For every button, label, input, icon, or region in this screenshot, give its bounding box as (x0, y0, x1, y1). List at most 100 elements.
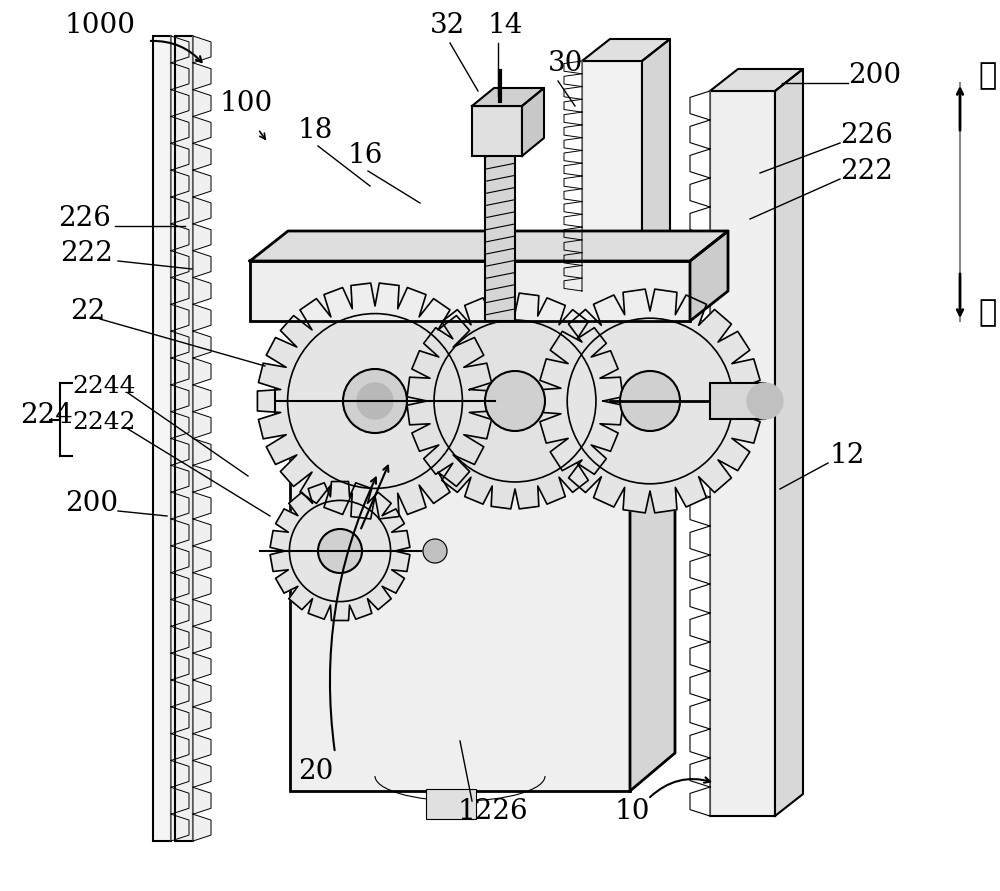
Polygon shape (564, 240, 582, 253)
Polygon shape (539, 289, 761, 513)
Polygon shape (690, 758, 710, 787)
Circle shape (289, 501, 391, 601)
Polygon shape (193, 626, 211, 653)
Circle shape (357, 383, 393, 419)
Circle shape (620, 371, 680, 431)
Polygon shape (564, 112, 582, 125)
Circle shape (343, 369, 407, 433)
Bar (426, 789, 476, 819)
Text: 2242: 2242 (72, 411, 136, 434)
Text: 222: 222 (840, 158, 893, 185)
Text: 下: 下 (978, 298, 996, 328)
Polygon shape (775, 69, 803, 816)
Polygon shape (564, 86, 582, 99)
Polygon shape (690, 584, 710, 613)
Polygon shape (193, 385, 211, 412)
Text: 226: 226 (840, 122, 893, 149)
Polygon shape (564, 266, 582, 278)
Polygon shape (171, 305, 189, 331)
Polygon shape (564, 99, 582, 112)
Polygon shape (171, 761, 189, 788)
Text: 200: 200 (65, 490, 118, 517)
Bar (485, 151, 515, 321)
Polygon shape (193, 707, 211, 733)
Circle shape (318, 529, 362, 573)
Polygon shape (193, 412, 211, 438)
Polygon shape (171, 653, 189, 680)
Polygon shape (690, 91, 710, 120)
Text: 20: 20 (298, 758, 333, 785)
Polygon shape (690, 207, 710, 236)
Polygon shape (171, 492, 189, 519)
Polygon shape (690, 178, 710, 207)
Bar (175, 36, 193, 841)
Polygon shape (193, 250, 211, 277)
Polygon shape (171, 680, 189, 707)
Polygon shape (193, 117, 211, 143)
Polygon shape (193, 331, 211, 358)
Polygon shape (270, 481, 410, 620)
Circle shape (423, 539, 447, 563)
Polygon shape (690, 729, 710, 758)
Polygon shape (193, 170, 211, 197)
Polygon shape (690, 497, 710, 526)
Polygon shape (193, 519, 211, 546)
Bar (710, 383, 765, 419)
Polygon shape (171, 573, 189, 600)
Polygon shape (171, 331, 189, 358)
Polygon shape (193, 733, 211, 761)
Polygon shape (171, 707, 189, 733)
Polygon shape (564, 125, 582, 138)
Polygon shape (564, 151, 582, 163)
Polygon shape (193, 224, 211, 250)
Polygon shape (193, 90, 211, 117)
Polygon shape (564, 227, 582, 240)
Polygon shape (171, 250, 189, 277)
Polygon shape (171, 626, 189, 653)
Polygon shape (690, 526, 710, 555)
Polygon shape (171, 197, 189, 224)
Polygon shape (171, 36, 189, 63)
Polygon shape (690, 381, 710, 410)
Polygon shape (690, 700, 710, 729)
Polygon shape (690, 787, 710, 816)
Polygon shape (690, 352, 710, 381)
Polygon shape (171, 788, 189, 814)
Polygon shape (171, 170, 189, 197)
Polygon shape (710, 69, 803, 91)
Polygon shape (193, 788, 211, 814)
Polygon shape (290, 353, 675, 391)
Polygon shape (171, 143, 189, 170)
Text: 226: 226 (58, 205, 111, 232)
Polygon shape (564, 201, 582, 215)
Circle shape (747, 383, 783, 419)
Polygon shape (193, 492, 211, 519)
Polygon shape (690, 613, 710, 642)
Text: 222: 222 (60, 240, 113, 267)
Polygon shape (690, 120, 710, 149)
Text: 12: 12 (830, 442, 865, 469)
Polygon shape (564, 215, 582, 227)
Polygon shape (690, 323, 710, 352)
Polygon shape (193, 143, 211, 170)
Polygon shape (193, 197, 211, 224)
Polygon shape (171, 519, 189, 546)
Polygon shape (630, 353, 675, 791)
Polygon shape (522, 88, 544, 156)
Polygon shape (171, 546, 189, 573)
Polygon shape (193, 653, 211, 680)
Circle shape (567, 318, 733, 484)
Polygon shape (171, 358, 189, 385)
Bar (250, 261, 690, 321)
Polygon shape (564, 74, 582, 86)
Circle shape (485, 371, 545, 431)
Polygon shape (171, 412, 189, 438)
Polygon shape (690, 410, 710, 439)
Polygon shape (582, 39, 670, 61)
Polygon shape (690, 468, 710, 497)
Polygon shape (564, 189, 582, 201)
Text: 100: 100 (220, 90, 273, 117)
Polygon shape (642, 39, 670, 291)
Polygon shape (193, 465, 211, 492)
Polygon shape (690, 555, 710, 584)
